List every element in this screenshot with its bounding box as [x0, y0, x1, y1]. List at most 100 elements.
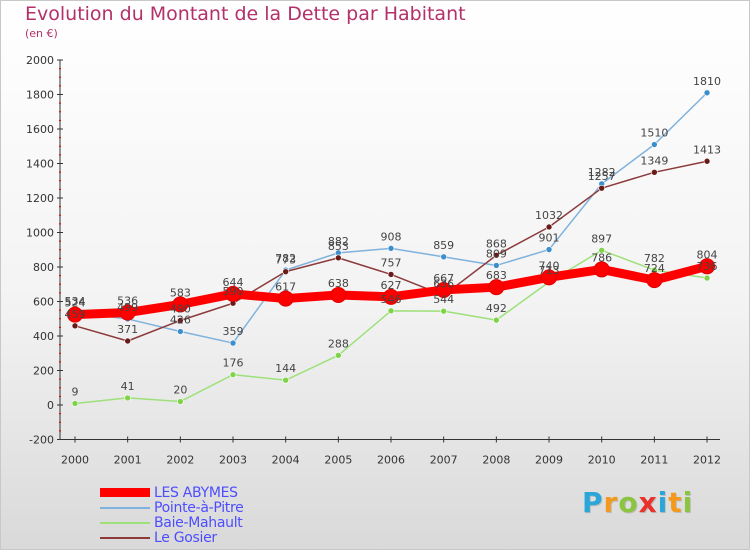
data-label: 1349	[640, 154, 668, 167]
x-tick-label: 2010	[588, 454, 616, 467]
data-label: 638	[328, 277, 349, 290]
data-label: 809	[486, 247, 507, 260]
data-point	[440, 253, 447, 261]
legend-item: LES ABYMES	[100, 484, 243, 501]
y-tick-label: 600	[33, 296, 54, 309]
data-label: 740	[539, 259, 560, 272]
data-label: 41	[121, 380, 135, 393]
legend-label: LES ABYMES	[154, 484, 238, 501]
data-label: 544	[433, 293, 454, 306]
legend-label: Baie-Mahault	[154, 514, 243, 531]
y-tick-label: 200	[33, 365, 54, 378]
y-minor-tick	[59, 344, 61, 346]
data-label: 534	[65, 295, 86, 308]
y-minor-tick	[59, 309, 61, 311]
y-minor-tick	[59, 249, 61, 251]
data-label: 1413	[693, 143, 721, 156]
data-label: 644	[223, 276, 244, 289]
y-minor-tick	[59, 145, 61, 147]
data-label: 882	[328, 235, 349, 248]
data-label: 20	[173, 384, 187, 397]
data-point	[387, 245, 395, 252]
y-minor-tick	[59, 154, 61, 156]
x-tick-label: 2003	[219, 454, 247, 467]
y-tick-label: 0	[47, 399, 54, 412]
y-minor-tick	[59, 361, 61, 363]
y-tick-label: 1800	[26, 89, 54, 102]
data-label: 636	[433, 277, 454, 290]
y-minor-tick	[59, 171, 61, 173]
data-point	[282, 376, 289, 384]
data-point	[335, 352, 342, 359]
data-point	[172, 296, 189, 313]
y-minor-tick	[59, 318, 61, 320]
chart-subtitle: (en €)	[25, 27, 58, 40]
x-tick-label: 2012	[693, 454, 721, 467]
y-minor-tick	[59, 180, 61, 182]
data-label: 782	[644, 252, 665, 265]
data-point	[703, 274, 711, 282]
data-point	[651, 141, 658, 148]
data-point	[493, 316, 500, 324]
data-point	[119, 304, 136, 321]
data-label: 499	[117, 301, 138, 314]
data-label: 359	[223, 325, 244, 338]
legend-item: Le Gosier	[100, 530, 243, 546]
legend-item: Pointe-à-Pitre	[100, 500, 244, 516]
data-point	[383, 288, 400, 305]
legend-swatch	[100, 536, 150, 539]
data-point	[598, 184, 606, 192]
y-minor-tick	[59, 413, 61, 415]
data-point	[493, 262, 500, 269]
data-label: 853	[328, 240, 349, 253]
y-tick-label: 2000	[26, 54, 54, 67]
y-tick-label: -200	[29, 434, 54, 447]
data-point	[229, 339, 237, 347]
y-tick-label: 400	[33, 330, 54, 343]
data-label: 1257	[588, 170, 616, 183]
y-minor-tick	[59, 378, 61, 380]
y-tick-label: 1400	[26, 158, 54, 171]
data-label: 288	[328, 337, 349, 350]
y-minor-tick	[59, 283, 61, 285]
y-minor-tick	[59, 326, 61, 328]
y-minor-tick	[59, 395, 61, 397]
data-point	[225, 285, 242, 302]
x-tick-label: 2008	[482, 454, 510, 467]
y-minor-tick	[59, 137, 61, 139]
y-minor-tick	[59, 119, 61, 121]
data-point	[488, 279, 505, 296]
series-les-abymes	[67, 258, 716, 323]
data-point	[177, 317, 184, 324]
data-label: 9	[72, 385, 79, 398]
data-label: 868	[486, 237, 507, 250]
data-point	[282, 268, 289, 275]
data-label: 667	[433, 272, 454, 285]
y-tick-label: 800	[33, 261, 54, 274]
chart-title: Evolution du Montant de la Dette par Hab…	[25, 3, 466, 25]
data-point	[646, 272, 663, 289]
y-minor-tick	[59, 223, 61, 225]
legend-item: Baie-Mahault	[100, 514, 243, 531]
x-tick-label: 2002	[166, 454, 194, 467]
x-tick-label: 2009	[535, 454, 563, 467]
y-minor-tick	[59, 387, 61, 389]
data-label: 713	[539, 264, 560, 277]
data-point	[177, 328, 184, 335]
data-label: 782	[275, 252, 296, 265]
data-label: 724	[644, 262, 665, 275]
data-point	[229, 371, 237, 378]
data-point	[387, 307, 395, 315]
data-point	[593, 261, 610, 278]
data-point	[71, 322, 79, 330]
data-label: 176	[223, 357, 244, 370]
data-label: 536	[117, 295, 138, 308]
data-label: 901	[539, 232, 560, 245]
data-point	[335, 254, 342, 262]
data-label: 546	[381, 293, 402, 306]
data-point	[277, 290, 294, 307]
data-label: 773	[275, 254, 296, 267]
x-tick-label: 2000	[61, 454, 89, 467]
data-point	[598, 246, 606, 254]
x-tick-label: 2006	[377, 454, 405, 467]
